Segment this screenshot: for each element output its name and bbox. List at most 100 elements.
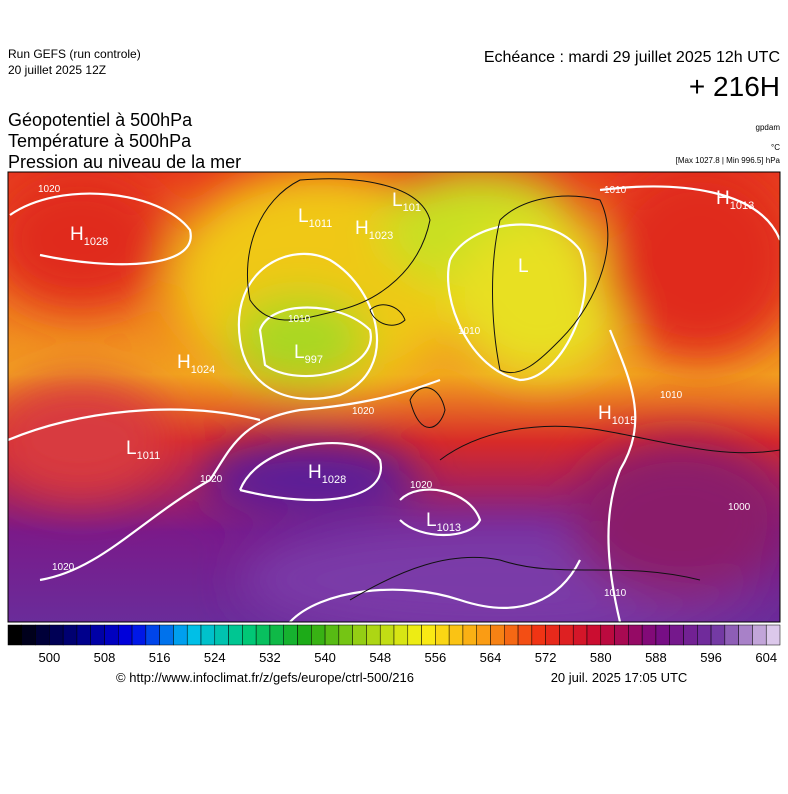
colorbar-swatch <box>545 624 560 646</box>
colorbar-swatch <box>641 624 657 646</box>
isobar-label: 1000 <box>728 502 751 513</box>
colorbar-swatch <box>586 624 602 646</box>
colorbar-swatch <box>765 624 781 646</box>
pressure-center: H1015 <box>598 403 636 427</box>
colorbar-swatch <box>724 624 739 646</box>
pressure-center: H1013 <box>716 188 754 212</box>
colorbar-tick-label: 580 <box>590 650 612 665</box>
colorbar-swatch <box>559 624 574 646</box>
pressure-center: L1013 <box>426 510 461 534</box>
colorbar-swatch <box>324 624 340 646</box>
unit: [Max 1027.8 | Min 996.5] hPa <box>676 156 781 165</box>
pressure-center: H1028 <box>70 224 108 248</box>
colorbar-swatch <box>131 624 147 646</box>
colorbar-swatch <box>710 624 726 646</box>
colorbar-swatch <box>159 624 174 646</box>
pressure-centers: H1028 L1011 H1023 L101 L997 H1024 L1011 … <box>70 188 754 534</box>
colorbar-swatch <box>104 624 119 646</box>
run: Run GEFS (run controle) <box>8 47 141 61</box>
run-date: 20 juillet 2025 12Z <box>8 63 106 77</box>
isobar-label: 1020 <box>200 474 223 485</box>
colorbar-swatch <box>738 624 753 646</box>
isobar-label: 1010 <box>604 185 627 196</box>
colorbar-swatch <box>628 624 643 646</box>
colorbar-swatch <box>476 624 491 646</box>
colorbar-swatch <box>311 624 326 646</box>
colorbar-swatch <box>228 624 243 646</box>
pressure-center: L997 <box>294 342 323 366</box>
colorbar-tick-label: 540 <box>314 650 336 665</box>
colorbar-tick-label: 516 <box>149 650 171 665</box>
colorbar-swatch <box>49 624 64 646</box>
colorbar-swatch <box>683 624 698 646</box>
colorbar-swatch <box>21 624 36 646</box>
colorbar-swatch <box>572 624 588 646</box>
colorbar-swatch <box>379 624 395 646</box>
pressure-center: L1011 <box>126 438 160 462</box>
colorbar-swatch <box>490 624 505 646</box>
colorbar-tick-label: 532 <box>259 650 281 665</box>
colorbar-ticks: 500 508 516 524 532 540 548 556 564 572 580 588 596 6… <box>39 650 778 665</box>
colorbar-tick-label: 604 <box>755 650 777 665</box>
colorbar-swatch <box>504 624 519 646</box>
colorbar-swatch <box>269 624 284 646</box>
isobars <box>8 185 780 622</box>
unit: °C <box>771 143 780 152</box>
colorbar-swatch <box>214 624 229 646</box>
pressure-center: H1023 <box>355 218 393 242</box>
colorbar-swatch <box>173 624 188 646</box>
title: Température à 500hPa <box>8 131 192 151</box>
map: H1028 L1011 H1023 L101 L997 H1024 L1011 … <box>8 172 780 622</box>
colorbar-tick-label: 588 <box>645 650 667 665</box>
colorbar-tick-label: 596 <box>700 650 722 665</box>
generated-time: 20 juil. 2025 17:05 UTC <box>551 670 688 685</box>
colorbar-swatch <box>517 624 533 646</box>
colorbar-tick-label: 564 <box>480 650 502 665</box>
colorbar-swatch <box>76 624 91 646</box>
colorbar-tick-label: 572 <box>535 650 557 665</box>
colorbar-swatch <box>283 624 298 646</box>
colorbar-swatch <box>366 624 381 646</box>
isobar-labels: 1020 1010 1010 1010 1020 1020 1020 1010 … <box>38 184 751 599</box>
colorbar-swatch <box>655 624 670 646</box>
colorbar-swatch <box>7 624 23 646</box>
temperature-field <box>8 172 780 622</box>
colorbar-swatch <box>118 624 133 646</box>
colorbar-swatch <box>462 624 477 646</box>
colorbar-swatch <box>669 624 684 646</box>
lead-time: + 216H <box>689 71 780 102</box>
colorbar-swatch <box>407 624 422 646</box>
colorbar <box>7 624 781 646</box>
colorbar-tick-label: 524 <box>204 650 226 665</box>
pressure-center: H1028 <box>308 462 346 486</box>
colorbar-tick-label: 556 <box>425 650 447 665</box>
colorbar-tick-label: 500 <box>39 650 61 665</box>
colorbar-swatch <box>393 624 409 646</box>
isobar-label: 1020 <box>38 184 61 195</box>
title: Géopotentiel à 500hPa <box>8 110 193 130</box>
colorbar-swatch <box>35 624 50 646</box>
pressure-center: L101 <box>392 190 421 214</box>
source: © http://www.infoclimat.fr/z/gefs/europe… <box>116 670 414 685</box>
isobar-label: 1010 <box>660 390 683 401</box>
pressure-center: L <box>518 256 529 277</box>
isobar-label: 1010 <box>288 314 311 325</box>
colorbar-tick-label: 548 <box>369 650 391 665</box>
isobar-label: 1020 <box>52 562 75 573</box>
colorbar-swatch <box>242 624 257 646</box>
colorbar-swatch <box>297 624 312 646</box>
colorbar-swatch <box>62 624 78 646</box>
title: Pression au niveau de la mer <box>8 152 241 172</box>
map-frame <box>7 171 781 623</box>
colorbar-swatch <box>421 624 436 646</box>
colorbar-swatch <box>338 624 353 646</box>
isobar-label: 1010 <box>604 588 627 599</box>
colorbar-swatch <box>90 624 105 646</box>
colorbar-swatch <box>752 624 767 646</box>
isobar-label: 1020 <box>410 480 433 491</box>
colorbar-swatch <box>697 624 712 646</box>
colorbar-swatch <box>186 624 202 646</box>
unit: gpdam <box>756 123 781 132</box>
valid-time: Echéance : mardi 29 juillet 2025 12h UTC <box>484 49 780 66</box>
